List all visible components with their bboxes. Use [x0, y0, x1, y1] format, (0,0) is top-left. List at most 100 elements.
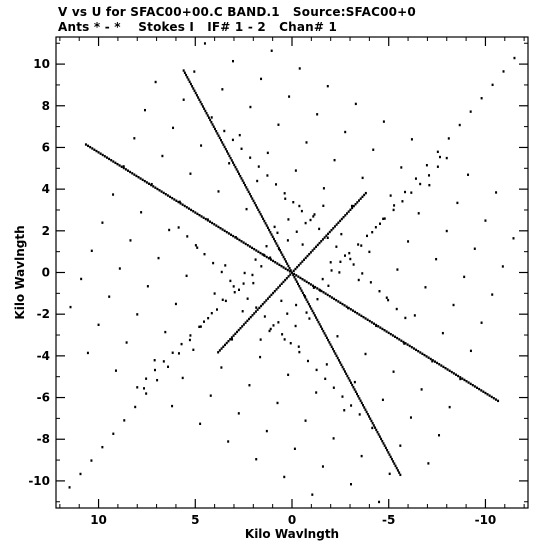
uv-point: [213, 127, 216, 131]
uv-point: [219, 227, 222, 230]
uv-point: [294, 267, 297, 271]
uv-point: [221, 298, 224, 301]
uv-point: [357, 243, 360, 246]
uv-point: [366, 318, 369, 321]
uv-point: [255, 306, 258, 309]
uv-point: [301, 278, 304, 281]
uv-point: [385, 330, 388, 333]
uv-point: [478, 387, 481, 391]
uv-point: [334, 352, 337, 355]
uv-point: [347, 210, 350, 213]
uv-point: [246, 244, 249, 247]
uv-point: [101, 445, 104, 449]
uv-point: [414, 177, 417, 180]
uv-point: [387, 451, 390, 454]
uv-point: [399, 444, 402, 447]
y-tick-label: -10: [28, 474, 50, 488]
uv-point: [322, 187, 325, 190]
uv-point: [392, 370, 395, 373]
uv-point: [134, 405, 137, 409]
uv-point: [325, 234, 328, 237]
uv-point: [345, 372, 348, 375]
uv-point: [394, 335, 397, 338]
uv-point: [236, 330, 239, 334]
uv-point: [209, 118, 212, 122]
uv-point: [212, 261, 215, 265]
uv-point: [200, 144, 203, 147]
uv-point: [381, 439, 384, 443]
uv-point: [194, 211, 197, 214]
uv-point: [392, 460, 395, 463]
uv-point: [398, 338, 401, 341]
uv-point: [198, 325, 201, 329]
uv-point: [371, 421, 374, 425]
uv-point: [223, 145, 226, 149]
uv-point: [315, 391, 318, 394]
uv-point: [257, 165, 260, 168]
uv-point: [316, 297, 319, 301]
uv-point: [237, 288, 240, 291]
uv-point: [229, 156, 232, 160]
uv-point: [218, 349, 221, 352]
uv-point: [337, 359, 340, 362]
uv-point: [275, 183, 278, 186]
uv-point: [402, 340, 405, 344]
uv-point: [222, 345, 225, 348]
uv-point: [315, 316, 318, 319]
uv-point: [318, 227, 321, 231]
uv-point: [213, 223, 216, 226]
uv-point: [178, 200, 181, 204]
x-tick-label: 0: [288, 513, 296, 527]
uv-point: [343, 409, 346, 412]
uv-point: [358, 413, 361, 416]
x-tick-label: -10: [475, 513, 497, 527]
uv-point: [459, 376, 462, 379]
uv-point: [172, 126, 175, 130]
uv-point: [240, 177, 243, 180]
uv-point: [403, 342, 406, 345]
uv-point: [243, 271, 246, 275]
uv-point: [446, 368, 449, 371]
uv-point: [79, 472, 82, 476]
uv-point: [343, 304, 346, 307]
uv-point: [354, 203, 357, 206]
uv-point: [335, 354, 338, 358]
uv-point: [332, 386, 335, 389]
uv-point: [120, 165, 123, 168]
uv-point: [242, 181, 245, 185]
uv-point: [270, 233, 273, 236]
uv-point: [423, 353, 426, 357]
uv-point: [277, 123, 280, 126]
uv-point: [133, 173, 136, 176]
uv-point: [194, 91, 197, 95]
uv-point: [234, 165, 237, 169]
uv-point: [319, 289, 322, 292]
uv-point: [219, 138, 222, 142]
uv-point: [169, 195, 172, 199]
uv-point: [216, 132, 219, 135]
uv-point: [215, 224, 218, 227]
uv-point: [297, 275, 300, 278]
uv-point: [440, 364, 443, 367]
uv-point: [227, 339, 230, 343]
uv-point: [126, 169, 129, 172]
uv-point: [379, 326, 382, 329]
uv-point: [91, 147, 94, 150]
uv-point: [379, 222, 382, 225]
uv-point: [300, 209, 303, 213]
uv-point: [390, 457, 393, 461]
uv-point: [268, 228, 271, 232]
uv-point: [143, 387, 146, 390]
uv-point: [294, 324, 297, 328]
uv-point: [343, 370, 346, 373]
uv-point: [139, 177, 142, 180]
uv-point: [269, 258, 272, 261]
uv-point: [153, 368, 156, 372]
uv-point: [252, 281, 255, 285]
uv-point: [480, 321, 483, 324]
uv-point: [297, 345, 300, 348]
uv-point: [206, 114, 209, 117]
uv-point: [233, 291, 236, 294]
uv-point: [323, 236, 326, 239]
uv-point: [365, 410, 368, 414]
